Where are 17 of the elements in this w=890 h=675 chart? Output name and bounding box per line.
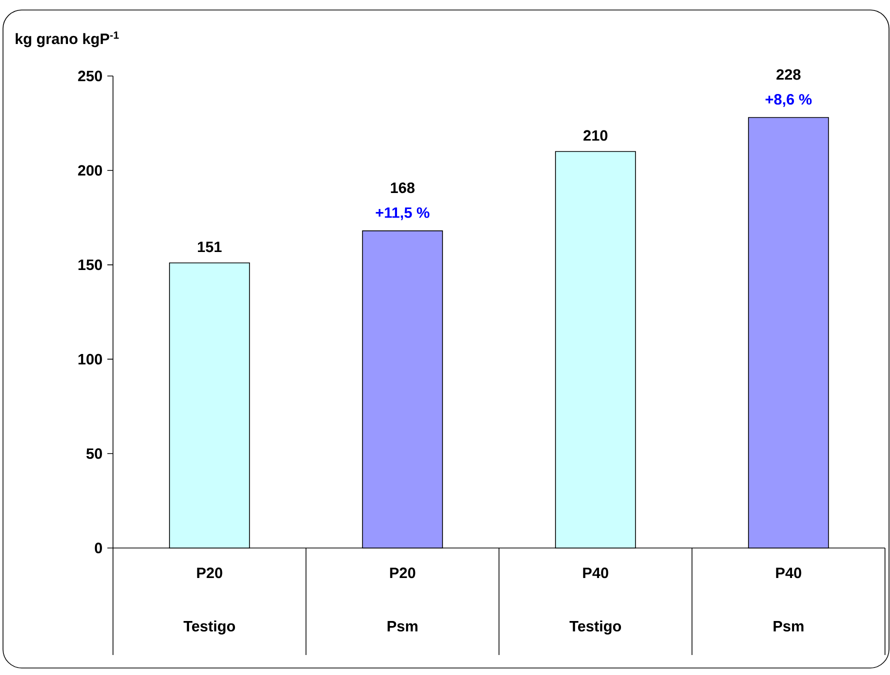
- category-label: P40 Testigo: [570, 568, 622, 635]
- data-label: 168: [390, 182, 415, 194]
- category-label: P40 Psm: [774, 568, 804, 632]
- category-label: P20 Testigo: [184, 568, 236, 635]
- y-tick-label: 50: [86, 448, 102, 459]
- y-tick-label: 150: [78, 259, 102, 270]
- y-tick-label: 200: [78, 165, 102, 176]
- data-label: 210: [584, 130, 608, 141]
- category-label: P20 Psm: [388, 568, 418, 632]
- y-tick-label: 250: [78, 70, 102, 82]
- annotation: +11,5 %: [376, 207, 430, 220]
- y-axis-title: kg grano kgP$^{-1}$: [16, 31, 119, 48]
- data-label: 151: [198, 242, 222, 252]
- annotation: +8,6 %: [766, 94, 812, 107]
- data-label: 228: [776, 69, 801, 80]
- y-tick-label: 100: [78, 354, 102, 364]
- y-tick-label: 0: [94, 542, 102, 554]
